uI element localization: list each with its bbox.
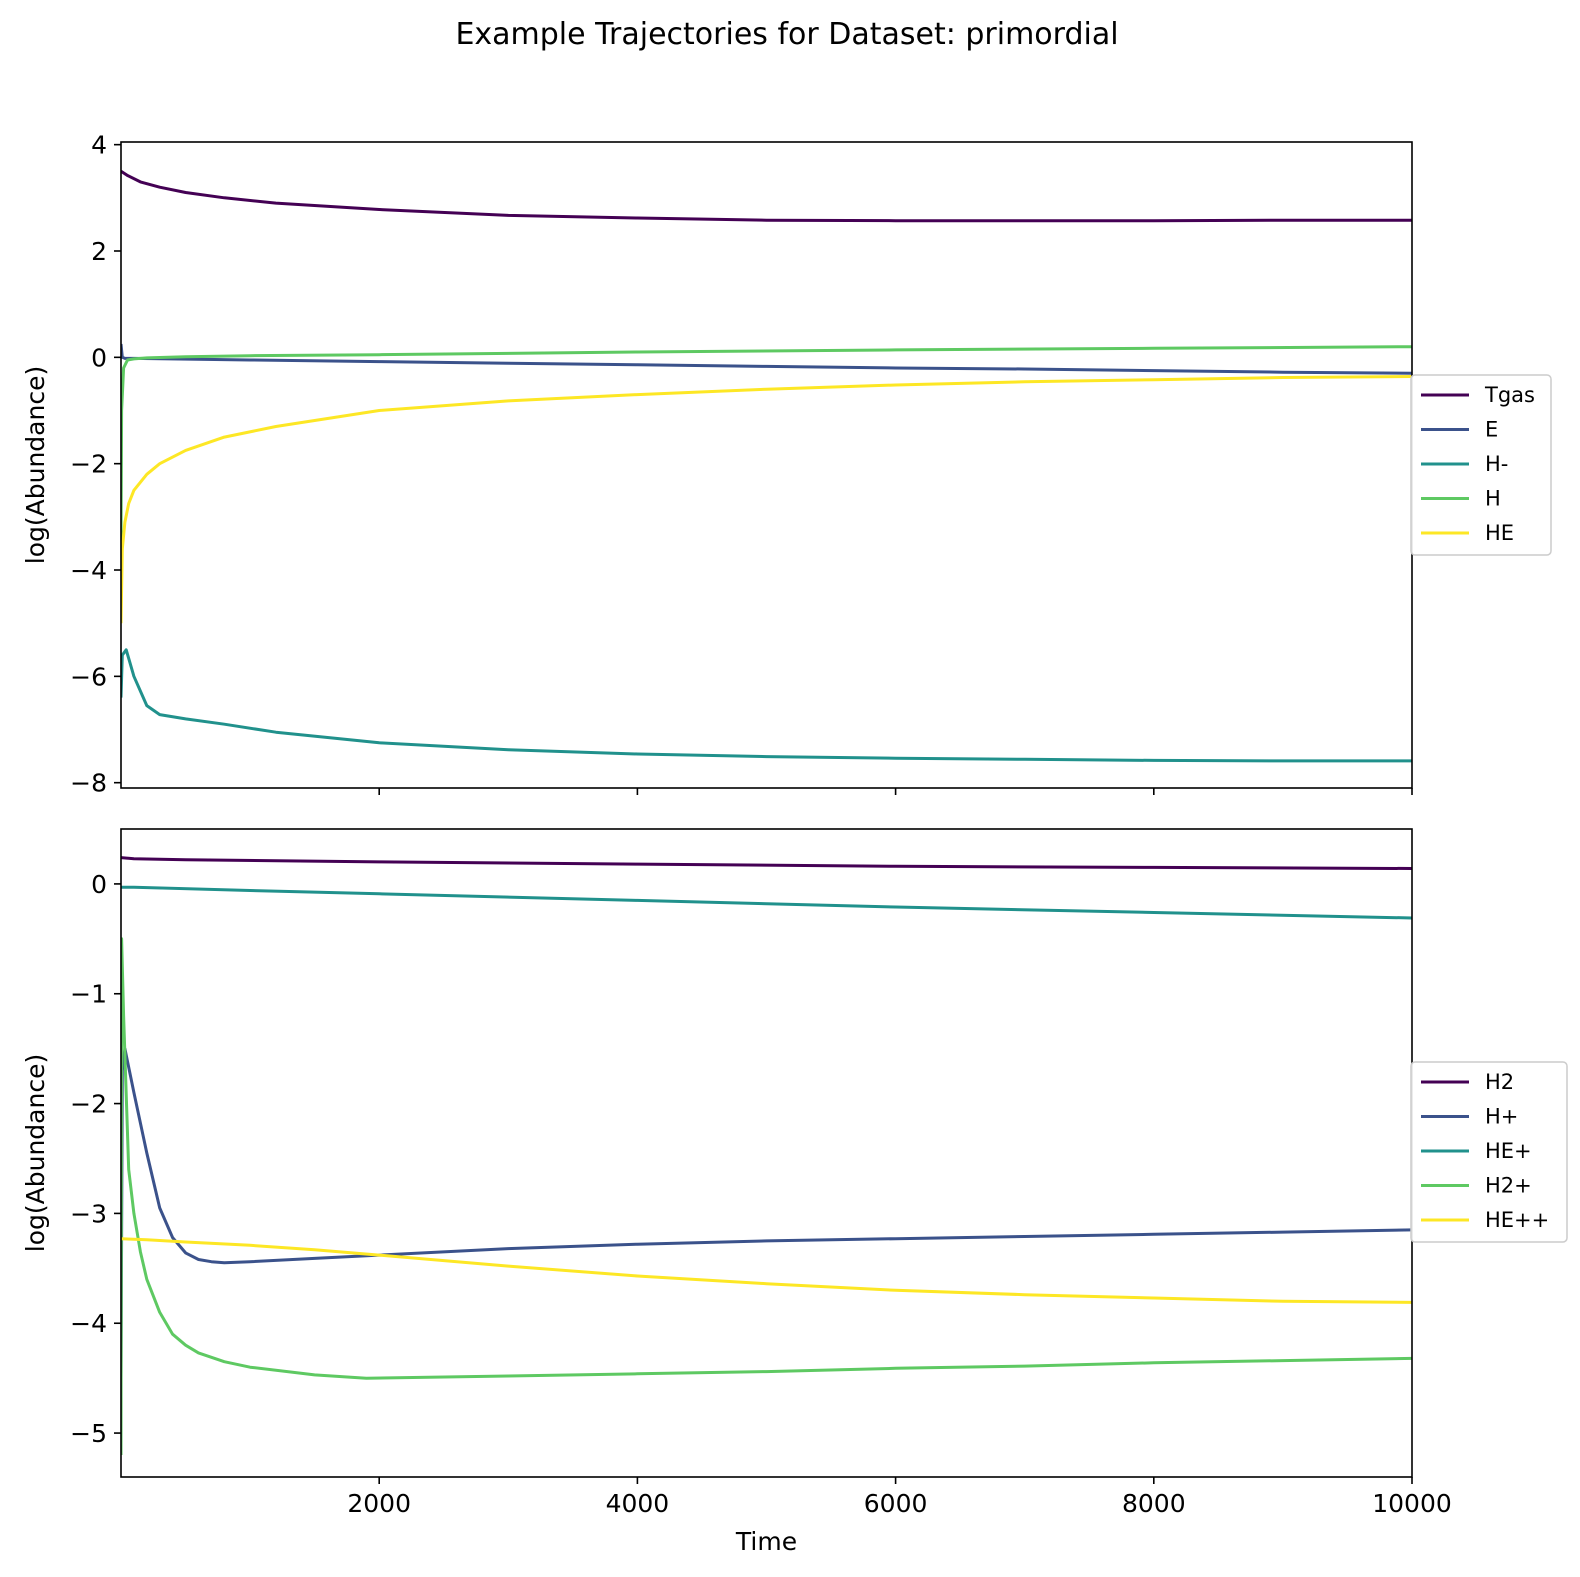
legend-label: E <box>1485 418 1498 442</box>
x-tick-label: 8000 <box>1122 1489 1186 1518</box>
y-tick-label: −1 <box>70 980 107 1009</box>
series-line-H+ <box>121 1047 1412 1379</box>
subplot-2: 0 −1 −2 −3 −4 −5 2000 4000 6000 8000 10000 log(Abun… <box>21 828 1568 1556</box>
y-tick-label: 0 <box>91 343 107 372</box>
series-group <box>121 169 1412 763</box>
y-tick-label: −2 <box>70 450 107 479</box>
series-line-HE++ <box>121 1237 1412 1304</box>
figure-title: Example Trajectories for Dataset: primor… <box>455 17 1118 52</box>
y-tick-label: −8 <box>70 769 107 798</box>
series-line-HE <box>121 375 1412 624</box>
y-tick-label: −5 <box>70 1419 107 1448</box>
series-line-H- <box>121 648 1412 763</box>
x-tick-label: 6000 <box>864 1489 928 1518</box>
y-tick-label: −4 <box>70 1309 107 1338</box>
legend-box <box>1410 1061 1568 1243</box>
y-tick-label: −6 <box>70 662 107 691</box>
legend-label: HE <box>1485 521 1514 545</box>
series-line-H2+ <box>121 937 1412 1456</box>
subplot-1: 4 2 0 −2 −4 −6 −8 log(Abundance) Tgas E H- H HE <box>21 131 1552 798</box>
series-group <box>121 856 1412 1456</box>
legend-label: Tgas <box>1484 383 1535 407</box>
legend-label: H2 <box>1485 1070 1514 1094</box>
series-line-Tgas <box>121 169 1412 223</box>
legend-label: HE++ <box>1485 1208 1549 1232</box>
legend: Tgas E H- H HE <box>1410 374 1552 556</box>
x-tick-label: 2000 <box>347 1489 411 1518</box>
legend-label: H+ <box>1485 1105 1518 1129</box>
y-tick-label: −4 <box>70 556 107 585</box>
x-tick-label: 10000 <box>1372 1489 1452 1518</box>
y-axis-label: log(Abundance) <box>21 1054 50 1252</box>
x-tick-label: 4000 <box>606 1489 670 1518</box>
series-line-H <box>121 345 1412 544</box>
y-tick-label: −2 <box>70 1090 107 1119</box>
series-line-H2 <box>121 856 1412 870</box>
y-tick-label: −3 <box>70 1199 107 1228</box>
series-line-E <box>121 343 1412 375</box>
legend: H2 H+ HE+ H2+ HE++ <box>1410 1061 1568 1243</box>
y-tick-label: 0 <box>91 870 107 899</box>
legend-label: H- <box>1485 452 1508 476</box>
subplots: 4 2 0 −2 −4 −6 −8 log(Abundance) Tgas E H- H HE 0 −1 −2… <box>21 131 1568 1556</box>
x-axis-label: Time <box>735 1527 797 1556</box>
legend-box <box>1410 374 1552 556</box>
y-tick-label: 4 <box>91 131 107 160</box>
legend-label: H2+ <box>1485 1174 1532 1198</box>
legend-label: H <box>1485 487 1501 511</box>
legend-label: HE+ <box>1485 1139 1532 1163</box>
y-tick-label: 2 <box>91 237 107 266</box>
series-line-HE+ <box>121 885 1412 920</box>
y-axis-label: log(Abundance) <box>21 366 50 564</box>
